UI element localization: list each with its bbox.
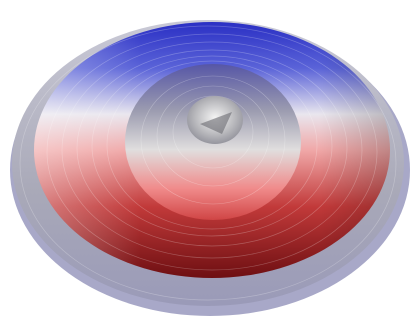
disk-mesh — [140, 75, 286, 205]
mesh-rings — [19, 25, 397, 301]
hub-detail — [200, 112, 232, 134]
